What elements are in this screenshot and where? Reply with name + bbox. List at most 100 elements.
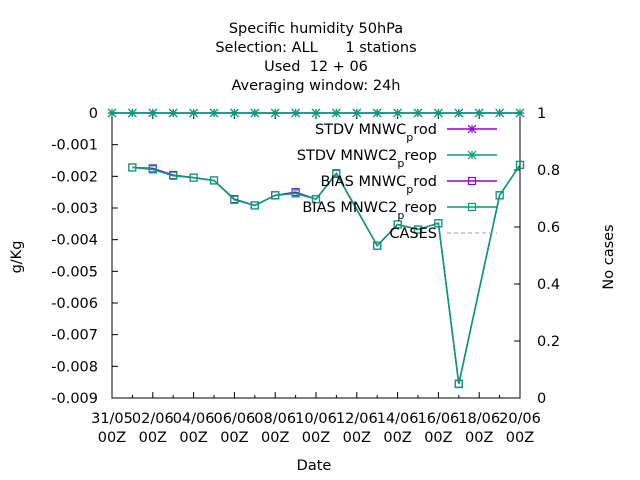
data-point bbox=[270, 108, 280, 118]
x-tick-label-hour: 00Z bbox=[343, 430, 371, 446]
data-point bbox=[209, 176, 219, 185]
data-point bbox=[107, 108, 117, 118]
x-tick-label-hour: 00Z bbox=[179, 430, 207, 446]
title-line: Specific humidity 50hPa bbox=[229, 21, 403, 37]
y2-tick-label: 0.4 bbox=[537, 277, 560, 293]
x-tick-label-date: 31/05 bbox=[91, 411, 133, 427]
legend-swatch-marker bbox=[467, 202, 477, 212]
x-axis-label: Date bbox=[297, 458, 332, 474]
legend-label: BIAS MNWCprod bbox=[321, 174, 437, 196]
data-point bbox=[352, 108, 362, 118]
y-tick-label: -0.006 bbox=[51, 296, 98, 312]
x-tick-label-hour: 00Z bbox=[139, 430, 167, 446]
x-tick-label-hour: 00Z bbox=[506, 430, 534, 446]
data-point bbox=[515, 108, 525, 118]
y2-tick-label: 1 bbox=[537, 106, 546, 122]
data-point bbox=[291, 189, 300, 198]
data-point bbox=[209, 108, 219, 118]
y-tick-label: -0.008 bbox=[51, 359, 98, 375]
x-tick-label-hour: 00Z bbox=[302, 430, 330, 446]
data-point bbox=[168, 108, 178, 118]
data-point bbox=[250, 108, 260, 118]
series-line bbox=[132, 164, 521, 385]
title-line: Used 12 + 06 bbox=[264, 59, 368, 75]
x-tick-label-hour: 00Z bbox=[465, 430, 493, 446]
y-axis-label: g/Kg bbox=[9, 241, 25, 274]
data-point bbox=[189, 173, 198, 182]
y-tick-label: -0.005 bbox=[51, 264, 98, 280]
x-tick-label-date: 02/06 bbox=[132, 411, 174, 427]
y2-tick-label: 0.8 bbox=[537, 163, 560, 179]
x-tick-label-date: 08/06 bbox=[254, 411, 296, 427]
series-1 bbox=[107, 108, 525, 118]
data-point bbox=[434, 219, 443, 228]
data-point bbox=[515, 160, 525, 170]
x-tick-label-hour: 00Z bbox=[261, 430, 289, 446]
x-tick-label-date: 20/06 bbox=[499, 411, 541, 427]
x-tick-label-date: 18/06 bbox=[458, 411, 500, 427]
data-point bbox=[331, 108, 341, 118]
data-point bbox=[148, 165, 157, 174]
data-point bbox=[454, 379, 463, 389]
series-layer bbox=[107, 108, 525, 389]
data-point bbox=[229, 108, 239, 118]
data-point bbox=[189, 108, 199, 118]
legend-item: STDV MNWC2preop bbox=[297, 148, 497, 170]
series-line bbox=[132, 164, 521, 384]
legend-item: BIAS MNWC2preop bbox=[302, 200, 497, 222]
data-point bbox=[271, 191, 280, 200]
y2-axis-label: No cases bbox=[601, 224, 617, 289]
legend-label: BIAS MNWC2preop bbox=[302, 200, 437, 222]
legend-swatch-marker bbox=[467, 176, 477, 186]
x-tick-label-date: 04/06 bbox=[173, 411, 215, 427]
data-point bbox=[230, 195, 239, 204]
x-tick-label-hour: 00Z bbox=[98, 430, 126, 446]
x-tick-label-hour: 00Z bbox=[220, 430, 248, 446]
y-tick-label: -0.007 bbox=[51, 328, 98, 344]
legend-swatch-marker bbox=[467, 124, 477, 134]
data-point bbox=[495, 108, 505, 118]
title-line: Averaging window: 24h bbox=[231, 78, 400, 94]
y2-axis-ticks: 0 0.2 0.4 0.6 0.8 1 bbox=[514, 106, 560, 407]
y2-tick-label: 0.6 bbox=[537, 220, 560, 236]
data-point bbox=[454, 108, 464, 118]
data-point bbox=[474, 108, 484, 118]
data-point bbox=[393, 220, 402, 229]
y-tick-label: -0.002 bbox=[51, 169, 98, 185]
y-axis-ticks: 0 -0.001 -0.002 -0.003 -0.004 -0.005 -0.006 -0.… bbox=[51, 106, 118, 407]
x-tick-label-hour: 00Z bbox=[383, 430, 411, 446]
x-tick-label-date: 16/06 bbox=[418, 411, 460, 427]
title-line: Selection: ALL 1 stations bbox=[215, 40, 416, 56]
data-point bbox=[291, 108, 301, 118]
y-tick-label: -0.003 bbox=[51, 201, 98, 217]
x-tick-label-date: 10/06 bbox=[295, 411, 337, 427]
data-point bbox=[148, 108, 158, 118]
data-point bbox=[250, 201, 259, 210]
data-point bbox=[413, 225, 423, 234]
series-2 bbox=[128, 160, 525, 388]
y-tick-label: 0 bbox=[89, 106, 98, 122]
legend-label: STDV MNWC2preop bbox=[297, 148, 437, 170]
data-point bbox=[311, 108, 321, 118]
legend-item: BIAS MNWCprod bbox=[321, 174, 497, 196]
x-tick-label-date: 06/06 bbox=[214, 411, 256, 427]
data-point bbox=[495, 191, 504, 200]
x-tick-label-date: 12/06 bbox=[336, 411, 378, 427]
data-point bbox=[372, 108, 382, 118]
legend-item: CASES bbox=[389, 226, 497, 242]
legend-label: CASES bbox=[389, 226, 437, 242]
data-point bbox=[413, 108, 423, 118]
legend: STDV MNWCprod STDV MNWC2preop BIAS MNWCpro… bbox=[297, 122, 497, 242]
y-tick-label: -0.004 bbox=[51, 233, 98, 249]
y-tick-label: -0.001 bbox=[51, 138, 98, 154]
data-point bbox=[393, 108, 403, 118]
data-point bbox=[128, 163, 137, 172]
chart-title: Specific humidity 50hPa Selection: ALL 1 … bbox=[215, 21, 416, 94]
x-tick-label-hour: 00Z bbox=[424, 430, 452, 446]
x-tick-label-date: 14/06 bbox=[377, 411, 419, 427]
data-point bbox=[332, 169, 341, 178]
legend-item: STDV MNWCprod bbox=[315, 122, 497, 144]
y-tick-label: -0.009 bbox=[51, 391, 98, 407]
data-point bbox=[311, 195, 321, 204]
